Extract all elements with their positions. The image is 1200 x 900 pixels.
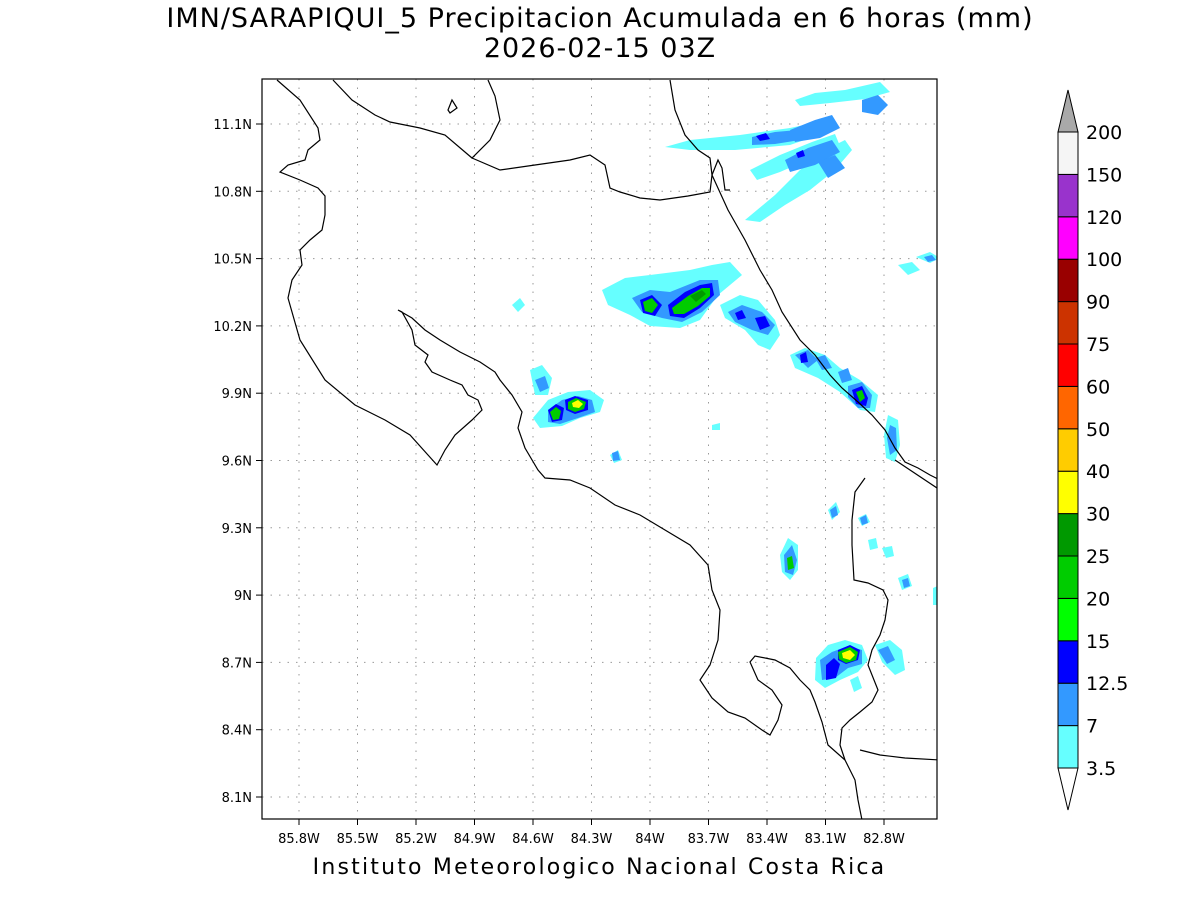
colorbar-swatch [1057,428,1079,472]
map-title: IMN/SARAPIQUI_5 Precipitacion Acumulada … [166,3,1034,34]
lon-tick-label: 82.8W [863,832,905,847]
longitude-axis: 85.8W 85.5W 85.2W 84.9W 84.6W 84.3W 84W 83.7W 83… [278,819,905,847]
colorbar-label: 20 [1086,588,1110,610]
map-frame [261,78,938,820]
colorbar-label: 75 [1086,334,1110,356]
lon-tick-label: 85.8W [278,832,320,847]
lon-tick-label: 85.2W [395,832,437,847]
lat-tick-label: 8.7N [222,656,252,671]
lon-tick-label: 84.6W [512,832,554,847]
colorbar-swatch [1057,555,1079,599]
colorbar-label: 25 [1086,546,1110,568]
colorbar-label: 120 [1086,207,1122,229]
lon-tick-label: 83.1W [805,832,847,847]
colorbar-label: 150 [1086,164,1122,186]
colorbar-label: 60 [1086,376,1110,398]
colorbar-upper-arrow [1057,89,1079,133]
colorbar-label: 50 [1086,419,1110,441]
colorbar-label: 3.5 [1086,758,1116,780]
colorbar-label: 40 [1086,461,1110,483]
lon-tick-label: 83.7W [688,832,730,847]
lat-tick-label: 10.5N [213,253,252,268]
colorbar-label: 100 [1086,249,1122,271]
coastline [276,79,937,819]
lon-tick-label: 84.9W [454,832,496,847]
lon-tick-label: 84.3W [571,832,613,847]
colorbar-swatch [1057,216,1079,260]
colorbar-swatch [1057,343,1079,387]
colorbar-swatch [1057,131,1079,175]
precipitation-field [512,82,937,692]
colorbar-label: 12.5 [1086,673,1128,695]
lat-tick-label: 9.3N [222,522,252,537]
colorbar-label: 7 [1086,716,1098,738]
colorbar-label: 30 [1086,504,1110,526]
lat-tick-label: 9.9N [222,387,252,402]
lat-tick-label: 8.4N [222,724,252,739]
colorbar-swatch [1057,725,1079,769]
lat-tick-label: 9.6N [222,455,252,470]
lat-tick-label: 10.2N [213,320,252,335]
colorbar-swatch [1057,385,1079,430]
map-gridlines [262,79,937,819]
colorbar-swatch [1057,470,1079,515]
credit-text: Instituto Meteorologico Nacional Costa R… [312,855,887,880]
lon-tick-label: 84W [635,832,665,847]
colorbar-swatch [1057,258,1079,303]
map-valid-time: 2026-02-15 03Z [483,33,717,64]
lon-tick-label: 83.4W [746,832,788,847]
latitude-axis: 11.1N 10.8N 10.5N 10.2N 9.9N 9.6N 9.3N 9N 8.7N 8.… [213,118,262,806]
colorbar-swatch [1057,597,1079,642]
lat-tick-label: 8.1N [222,791,252,806]
lon-tick-label: 85.5W [337,832,379,847]
colorbar-swatch [1057,640,1079,684]
colorbar-legend: 3.5 7 12.5 15 20 25 30 40 50 60 75 90 100 120 150 200 [1057,89,1128,811]
lat-tick-label: 11.1N [213,118,252,133]
colorbar-label: 90 [1086,292,1110,314]
colorbar-swatch [1057,301,1079,345]
colorbar-swatch [1057,682,1079,727]
colorbar-label: 15 [1086,631,1110,653]
lat-tick-label: 9N [234,589,252,604]
colorbar-label: 200 [1086,122,1122,144]
colorbar-swatch [1057,173,1079,218]
colorbar-swatch [1057,513,1079,557]
colorbar-lower-arrow [1057,767,1079,811]
lat-tick-label: 10.8N [213,185,252,200]
